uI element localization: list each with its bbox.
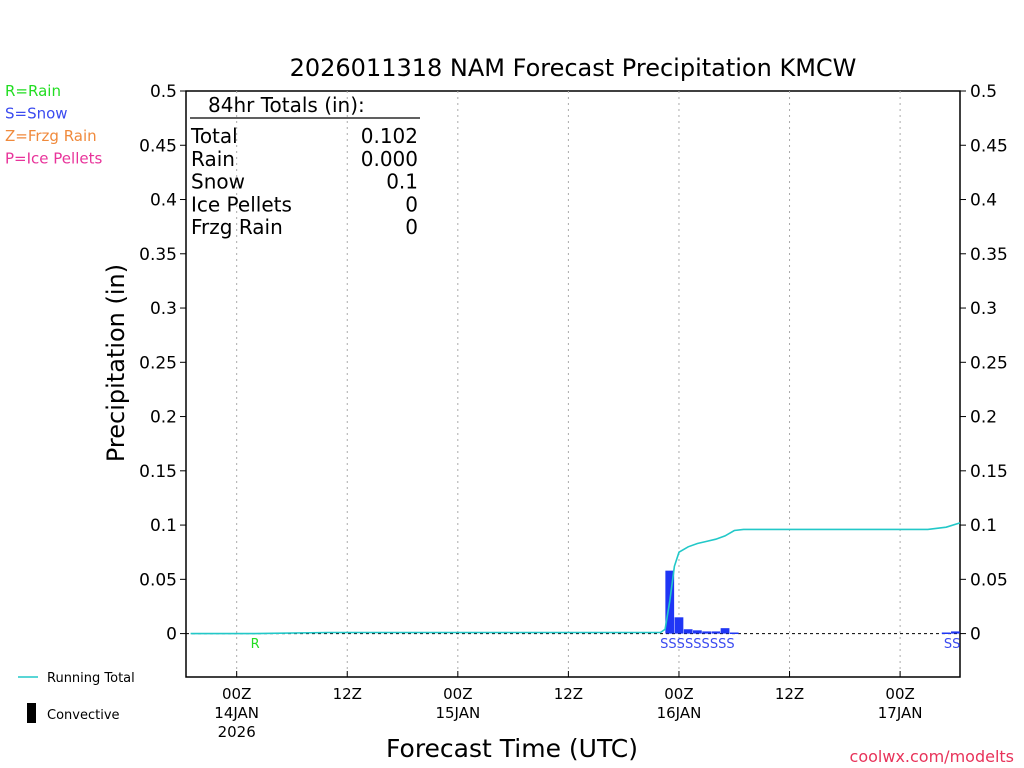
ptype-marker: S bbox=[693, 637, 701, 652]
ptype-marker: S bbox=[677, 637, 685, 652]
precip-bar bbox=[674, 617, 684, 634]
credit-text: coolwx.com/modelts bbox=[850, 747, 1014, 766]
ptype-legend-item: R=Rain bbox=[5, 82, 61, 100]
precip-bar bbox=[951, 631, 960, 634]
ptype-marker: S bbox=[718, 637, 726, 652]
y-tick-label-left: 0.25 bbox=[139, 353, 177, 373]
x-tick-label: 16JAN bbox=[657, 704, 702, 722]
y-tick-label-right: 0.3 bbox=[970, 299, 997, 319]
running-total-legend-label: Running Total bbox=[47, 671, 135, 686]
precip-bar bbox=[729, 632, 739, 635]
ptype-legend-item: S=Snow bbox=[5, 105, 68, 123]
chart-title: 2026011318 NAM Forecast Precipitation KM… bbox=[290, 54, 857, 82]
y-tick-label-right: 0.25 bbox=[970, 353, 1008, 373]
y-tick-label-left: 0.35 bbox=[139, 245, 177, 265]
x-tick-label: 00Z bbox=[664, 685, 693, 703]
running-total-line bbox=[190, 522, 961, 635]
y-tick-label-left: 0 bbox=[166, 625, 177, 645]
x-tick-label: 2026 bbox=[218, 723, 256, 741]
y-tick-label-right: 0.05 bbox=[970, 570, 1008, 590]
ptype-marker: S bbox=[668, 637, 676, 652]
plot-frame bbox=[185, 90, 961, 678]
y-tick-label-right: 0.2 bbox=[970, 408, 997, 428]
convective-legend-swatch bbox=[27, 703, 36, 723]
y-axis-left: 0 0.05 0.1 0.15 0.2 0.25 0.3 0.35 0.4 0.45 0.5 bbox=[139, 82, 186, 645]
precip-bar bbox=[683, 629, 693, 634]
y-tick-label-right: 0.15 bbox=[970, 462, 1008, 482]
x-axis-label: Forecast Time (UTC) bbox=[386, 734, 638, 763]
convective-legend-label: Convective bbox=[47, 708, 120, 723]
y-tick-label-left: 0.2 bbox=[150, 408, 177, 428]
totals-row-label: Snow bbox=[191, 170, 245, 194]
totals-heading: 84hr Totals (in): bbox=[208, 93, 365, 117]
x-tick-label: 00Z bbox=[885, 685, 914, 703]
ptype-legend: R=Rain S=Snow Z=Frzg Rain P=Ice Pellets bbox=[5, 82, 102, 168]
ptype-legend-item: P=Ice Pellets bbox=[5, 150, 102, 168]
x-tick-label: 12Z bbox=[775, 685, 804, 703]
y-axis-right: 0 0.05 0.1 0.15 0.2 0.25 0.3 0.35 0.4 0.45 0.5 bbox=[960, 82, 1008, 645]
y-tick-label-left: 0.5 bbox=[150, 82, 177, 102]
y-axis-label: Precipitation (in) bbox=[102, 264, 130, 462]
ptype-marker: S bbox=[685, 637, 693, 652]
x-tick-label: 12Z bbox=[554, 685, 583, 703]
totals-row-label: Ice Pellets bbox=[191, 192, 292, 216]
totals-rows: Total 0.102 Rain 0.000 Snow 0.1 Ice Pellets 0 Fr… bbox=[190, 124, 418, 239]
y-tick-label-right: 0.35 bbox=[970, 245, 1008, 265]
totals-row-label: Frzg Rain bbox=[191, 215, 283, 239]
x-tick-label: 00Z bbox=[222, 685, 251, 703]
ptype-marker: R bbox=[251, 637, 260, 652]
totals-row-value: 0 bbox=[405, 192, 418, 216]
ptype-marker: S bbox=[702, 637, 710, 652]
ptype-marker: S bbox=[944, 637, 952, 652]
precip-bar bbox=[693, 630, 702, 634]
grid-layer bbox=[186, 91, 960, 677]
totals-row-value: 0 bbox=[405, 215, 418, 239]
y-tick-label-left: 0.05 bbox=[139, 570, 177, 590]
totals-row-label: Total bbox=[190, 124, 238, 148]
y-tick-label-right: 0.45 bbox=[970, 136, 1008, 156]
y-tick-label-right: 0.4 bbox=[970, 191, 997, 211]
ptype-marker: S bbox=[726, 637, 734, 652]
x-tick-label: 12Z bbox=[333, 685, 362, 703]
x-tick-label: 00Z bbox=[443, 685, 472, 703]
running-total-series bbox=[190, 522, 961, 635]
precip-bar bbox=[941, 632, 951, 635]
y-tick-label-right: 0 bbox=[970, 625, 981, 645]
x-tick-label: 14JAN bbox=[214, 704, 259, 722]
x-tick-label: 17JAN bbox=[878, 704, 923, 722]
y-tick-label-left: 0.15 bbox=[139, 462, 177, 482]
totals-row-value: 0.1 bbox=[386, 170, 418, 194]
y-tick-label-right: 0.5 bbox=[970, 82, 997, 102]
y-tick-label-left: 0.1 bbox=[150, 516, 177, 536]
precip-bar bbox=[720, 628, 730, 634]
x-tick-label: 15JAN bbox=[435, 704, 480, 722]
ptype-marker: S bbox=[660, 637, 668, 652]
precip-bar bbox=[711, 631, 721, 634]
ptype-legend-item: Z=Frzg Rain bbox=[5, 127, 97, 145]
totals-row-value: 0.102 bbox=[361, 124, 418, 148]
precip-bar bbox=[702, 631, 711, 634]
y-tick-label-left: 0.3 bbox=[150, 299, 177, 319]
ptype-marker: S bbox=[952, 637, 960, 652]
precip-bars bbox=[665, 570, 960, 635]
totals-box: 84hr Totals (in): Total 0.102 Rain 0.000 Sno… bbox=[190, 93, 420, 239]
ptype-marker: S bbox=[710, 637, 718, 652]
totals-row-value: 0.000 bbox=[361, 147, 418, 171]
y-tick-label-left: 0.45 bbox=[139, 136, 177, 156]
totals-row-label: Rain bbox=[191, 147, 235, 171]
y-tick-label-left: 0.4 bbox=[150, 191, 177, 211]
y-tick-label-right: 0.1 bbox=[970, 516, 997, 536]
